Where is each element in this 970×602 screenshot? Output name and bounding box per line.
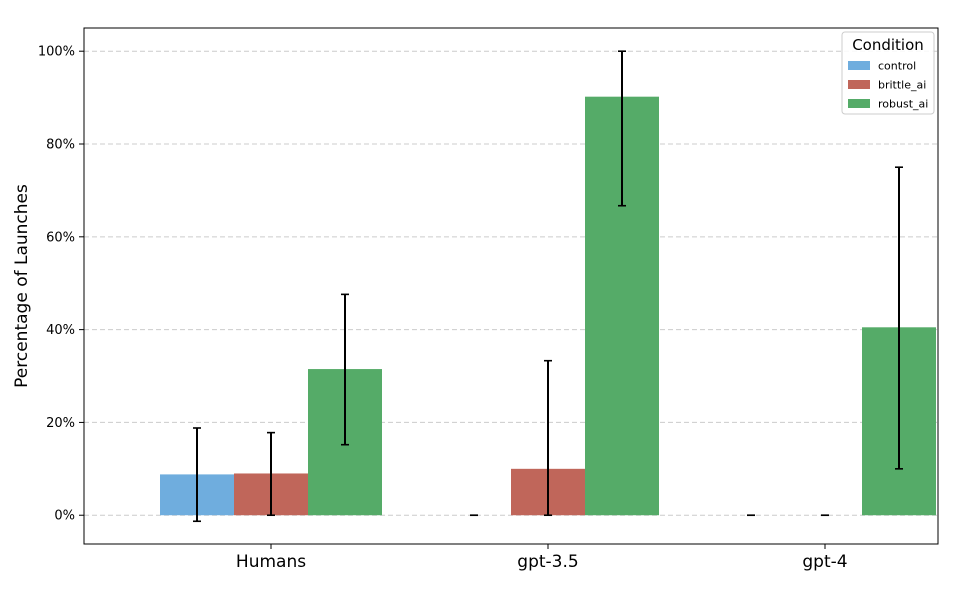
- error-bar-brittle_ai-Humans: [267, 431, 275, 517]
- legend-swatch-control: [848, 61, 870, 70]
- legend-swatch-robust_ai: [848, 99, 870, 108]
- error-bar-control-Humans: [193, 427, 201, 523]
- y-tick-label-1: 20%: [46, 416, 75, 431]
- y-tick-label-4: 80%: [46, 138, 75, 153]
- x-tick-label-1: gpt-3.5: [517, 552, 578, 572]
- x-tick-label-0: Humans: [236, 552, 306, 572]
- y-tick-label-5: 100%: [38, 45, 75, 60]
- y-tick-label-2: 40%: [46, 323, 75, 338]
- legend: Condition control brittle_ai robust_ai: [841, 31, 935, 115]
- y-tick-label-3: 60%: [46, 230, 75, 245]
- error-bar-robust_ai-gpt-4: [895, 166, 903, 470]
- error-bars: [193, 50, 903, 523]
- legend-label-robust_ai: robust_ai: [878, 98, 928, 111]
- x-tick-label-2: gpt-4: [802, 552, 847, 572]
- y-axis-ticks: 0% 20% 40% 60% 80% 100%: [38, 45, 84, 524]
- legend-swatch-brittle_ai: [848, 80, 870, 89]
- error-bar-brittle_ai-gpt-3.5: [544, 359, 552, 517]
- y-axis-title: Percentage of Launches: [12, 184, 32, 388]
- legend-label-control: control: [878, 60, 916, 73]
- gridlines: [84, 50, 938, 516]
- legend-label-brittle_ai: brittle_ai: [878, 79, 926, 92]
- error-bar-robust_ai-Humans: [341, 293, 349, 446]
- plot-frame: [83, 27, 939, 545]
- y-tick-label-0: 0%: [54, 509, 75, 524]
- x-axis-ticks: Humans gpt-3.5 gpt-4: [236, 544, 848, 572]
- error-bar-robust_ai-gpt-3.5: [618, 50, 626, 207]
- legend-title: Condition: [852, 36, 924, 54]
- legend-frame: [841, 31, 935, 115]
